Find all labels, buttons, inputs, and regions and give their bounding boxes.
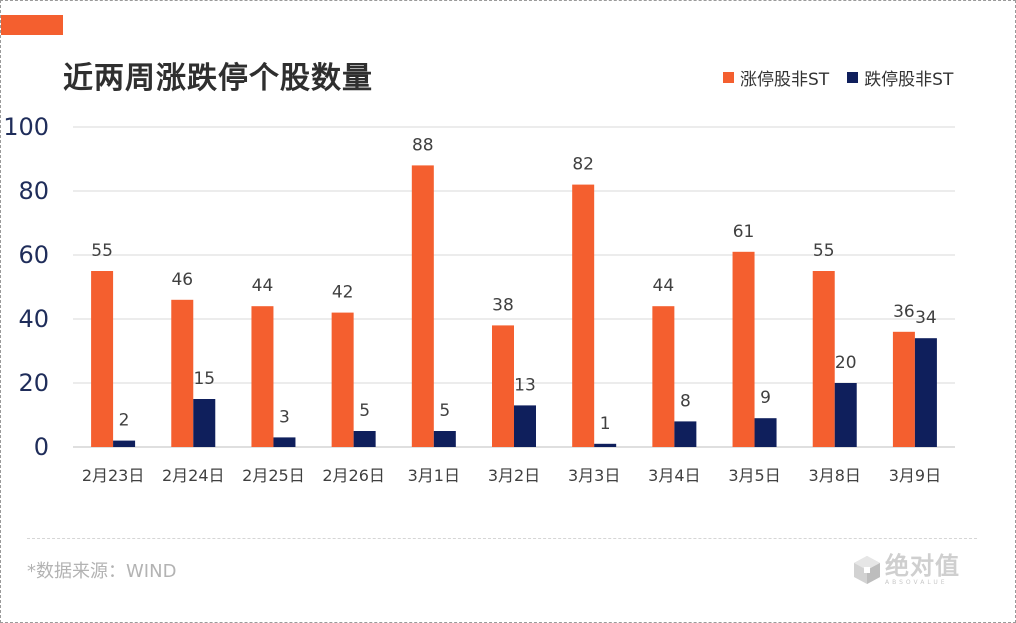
data-label: 5 (359, 401, 370, 421)
logo-name: 绝对值 (885, 552, 960, 580)
data-label: 1 (600, 414, 611, 434)
bar (914, 338, 937, 447)
y-tick-label: 80 (18, 177, 49, 205)
legend-item-limit-up: 涨停股非ST (723, 65, 829, 90)
bar (193, 399, 216, 447)
data-label: 44 (252, 276, 274, 296)
data-label: 55 (813, 241, 835, 261)
x-tick-label: 3月8日 (809, 466, 861, 485)
bar (273, 437, 296, 447)
bar (251, 306, 274, 447)
data-label: 2 (119, 411, 130, 431)
bar (331, 312, 354, 447)
data-label: 8 (680, 391, 691, 411)
x-tick-label: 2月26日 (322, 466, 385, 485)
data-label: 34 (915, 308, 937, 328)
y-tick-label: 40 (18, 305, 49, 333)
data-label: 9 (760, 388, 771, 408)
data-label: 88 (412, 135, 434, 155)
chart-title: 近两周涨跌停个股数量 (63, 61, 373, 96)
footer-divider (27, 538, 977, 539)
data-label: 13 (514, 375, 536, 395)
y-tick-label: 60 (18, 241, 49, 269)
data-source: *数据来源：WIND (27, 561, 177, 582)
bar (492, 325, 514, 447)
legend-swatch-limit-up (723, 72, 734, 83)
brand-logo: 绝对值 ABSOVALUE (853, 553, 960, 587)
bar (91, 271, 114, 447)
bar (514, 405, 536, 447)
data-label: 36 (893, 302, 915, 322)
bar (674, 421, 697, 447)
data-label: 5 (439, 401, 450, 421)
x-tick-label: 3月4日 (648, 466, 700, 485)
x-tick-label: 2月23日 (82, 466, 145, 485)
x-tick-label: 3月9日 (889, 466, 941, 485)
x-tick-label: 3月5日 (728, 466, 780, 485)
logo-cube-icon (854, 556, 880, 584)
data-label: 3 (279, 407, 290, 427)
bar (892, 331, 915, 447)
bar (652, 306, 675, 447)
data-label: 82 (572, 155, 594, 175)
bar (834, 383, 857, 447)
legend-swatch-limit-down (847, 72, 859, 83)
legend-item-limit-down: 跌停股非ST (847, 65, 953, 90)
accent-bar (1, 15, 63, 35)
bar (353, 431, 376, 447)
bar (171, 299, 194, 447)
legend-label-limit-down: 跌停股非ST (864, 70, 954, 90)
logo-subtitle: ABSOVALUE (885, 579, 948, 586)
data-label: 55 (91, 241, 113, 261)
x-tick-label: 2月24日 (162, 466, 225, 485)
bar (113, 440, 136, 447)
data-label: 15 (193, 369, 215, 389)
bar (754, 418, 777, 447)
bar (411, 165, 434, 447)
bar (812, 271, 835, 447)
bar (433, 431, 456, 447)
bar-chart: 0204060801005522月23日46152月24日4432月25日425… (3, 113, 955, 485)
data-label: 44 (653, 276, 675, 296)
x-tick-label: 3月1日 (408, 466, 460, 485)
data-label: 46 (171, 270, 193, 290)
y-tick-label: 100 (3, 113, 49, 141)
y-tick-label: 20 (18, 369, 49, 397)
legend: 涨停股非ST 跌停股非ST (723, 65, 971, 90)
data-label: 42 (332, 283, 354, 303)
y-tick-label: 0 (34, 433, 49, 461)
data-label: 38 (492, 295, 514, 315)
x-tick-label: 2月25日 (242, 466, 305, 485)
legend-label-limit-up: 涨停股非ST (740, 70, 830, 90)
bar (572, 184, 595, 447)
data-label: 61 (733, 222, 755, 242)
bar (732, 251, 755, 447)
data-label: 20 (835, 353, 857, 373)
x-tick-label: 3月2日 (488, 466, 540, 485)
x-tick-label: 3月3日 (568, 466, 620, 485)
bar (594, 443, 617, 447)
